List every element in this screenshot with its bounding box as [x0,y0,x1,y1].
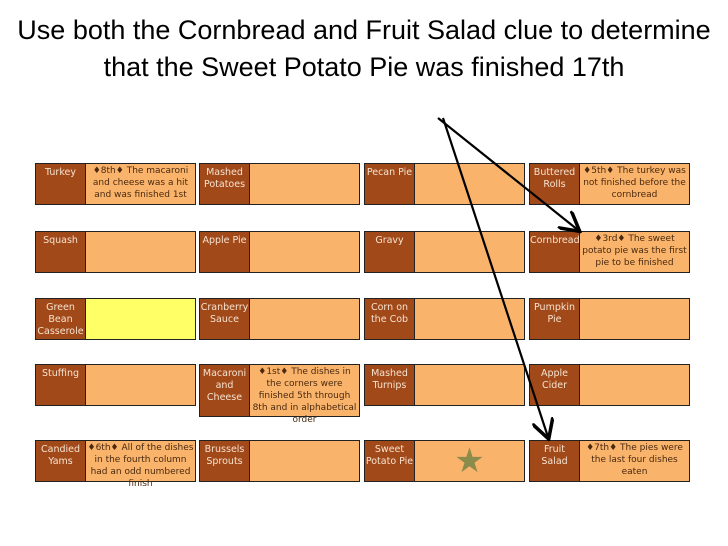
cell-turkey: Turkey ♦8th♦ The macaroni and cheese was … [35,163,196,205]
cell-green-bean-casserole: Green Bean Casserole [35,298,196,340]
dish-label: Sweet Potato Pie [365,441,415,481]
dish-label: Apple Cider [530,365,580,405]
dish-label: Candied Yams [36,441,86,481]
dish-label: Squash [36,232,86,272]
cell-corn-on-the-cob: Corn on the Cob [364,298,525,340]
dish-label: Mashed Turnips [365,365,415,405]
dish-label: Cranberry Sauce [200,299,250,339]
dish-label: Stuffing [36,365,86,405]
clue-box: ♦7th♦ The pies were the last four dishes… [586,443,683,477]
dish-label: Apple Pie [200,232,250,272]
cell-pumpkin-pie: Pumpkin Pie [529,298,690,340]
clue-box: ★ [415,441,524,481]
cell-candied-yams: Candied Yams ♦6th♦ All of the dishes in t… [35,440,196,489]
cell-cranberry-sauce: Cranberry Sauce [199,298,360,340]
dish-label: Mashed Potatoes [200,164,250,204]
dish-label: Pumpkin Pie [530,299,580,339]
cell-pecan-pie: Pecan Pie [364,163,525,205]
dish-label: Gravy [365,232,415,272]
cell-mashed-potatoes: Mashed Potatoes [199,163,360,205]
cell-gravy: Gravy [364,231,525,273]
arrow-to-fruit-salad [441,117,548,437]
cell-macaroni-and-cheese: Macaroni and Cheese ♦1st♦ The dishes in t… [199,364,360,425]
cell-fruit-salad: Fruit Salad ♦7th♦ The pies were the last … [529,440,690,482]
cell-cornbread: Cornbread ♦3rd♦ The sweet potato pie was … [529,231,690,273]
dish-label: Cornbread [530,232,580,272]
cell-apple-pie: Apple Pie [199,231,360,273]
arrow-to-cornbread [437,117,578,230]
cell-brussels-sprouts: Brussels Sprouts [199,440,360,482]
slide-title: Use both the Cornbread and Fruit Salad c… [17,15,711,82]
cell-mashed-turnips: Mashed Turnips [364,364,525,406]
cell-buttered-rolls: Buttered Rolls ♦5th♦ The turkey was not f… [529,163,690,205]
clue-box: ♦1st♦ The dishes in the corners were fin… [252,367,357,425]
clue-box: ♦6th♦ All of the dishes in the fourth co… [87,443,194,489]
dish-label: Corn on the Cob [365,299,415,339]
clue-box [86,299,195,339]
cell-stuffing: Stuffing [35,364,196,406]
cell-squash: Squash [35,231,196,273]
dish-label: Macaroni and Cheese [200,365,250,416]
dish-label: Green Bean Casserole [36,299,86,339]
cell-sweet-potato-pie: Sweet Potato Pie ★ [364,440,525,482]
clue-box: ♦8th♦ The macaroni and cheese was a hit … [92,166,189,200]
clue-box: ♦3rd♦ The sweet potato pie was the first… [582,234,687,268]
dish-label: Turkey [36,164,86,204]
clue-box: ♦5th♦ The turkey was not finished before… [583,166,686,200]
dish-label: Brussels Sprouts [200,441,250,481]
cell-apple-cider: Apple Cider [529,364,690,406]
star-icon: ★ [454,441,485,481]
dish-label: Pecan Pie [365,164,415,204]
dish-label: Fruit Salad [530,441,580,481]
